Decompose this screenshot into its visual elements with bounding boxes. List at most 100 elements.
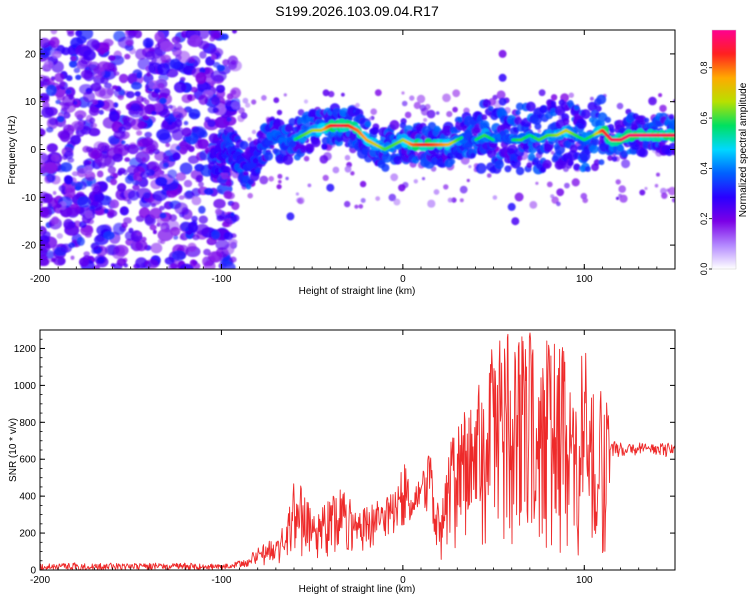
- spectrogram-noise-blob: [150, 242, 163, 254]
- spectrogram-noise-blob: [49, 36, 60, 48]
- spectrogram-noise-blob: [88, 106, 100, 116]
- spectrogram-noise-blob: [213, 198, 226, 209]
- spectrogram-noise-blob: [172, 152, 181, 161]
- spectrogram-noise-blob: [92, 185, 102, 195]
- spectrogram-noise-blob: [173, 81, 187, 93]
- spectrogram-ridge-halo: [372, 126, 379, 134]
- spectrogram-y-tick-label: -20: [22, 241, 37, 252]
- spectrogram-noise-blob: [98, 109, 104, 115]
- spectrogram-ridge-halo: [620, 150, 629, 158]
- spectrogram-noise-blob: [44, 162, 58, 174]
- spectrogram-noise-blob: [188, 34, 202, 47]
- spectrogram-scatter-blob: [401, 100, 408, 107]
- spectrogram-noise-blob: [103, 208, 109, 214]
- spectrogram-noise-blob: [230, 60, 237, 65]
- spectrogram-noise-blob: [40, 128, 46, 137]
- spectrogram-scatter-blob: [231, 101, 240, 110]
- spectrogram-scatter-blob: [427, 199, 436, 208]
- spectrogram-noise-blob: [167, 104, 173, 109]
- spectrogram-noise-blob: [169, 214, 177, 222]
- spectrogram-noise-blob: [47, 203, 53, 208]
- spectrogram-noise-blob: [112, 85, 118, 90]
- spectrogram-scatter-blob: [423, 118, 428, 122]
- spectrogram-noise-blob: [62, 94, 76, 107]
- spectrogram-noise-blob: [164, 257, 175, 265]
- spectrogram-noise-blob: [46, 172, 56, 183]
- spectrogram-ridge-halo: [449, 158, 456, 165]
- spectrogram-noise-blob: [170, 263, 178, 269]
- spectrogram-ridge-halo: [617, 144, 624, 152]
- spectrogram-feature: [498, 97, 507, 106]
- spectrogram-noise-blob: [76, 59, 89, 70]
- spectrogram-noise-blob: [62, 123, 68, 129]
- snr-x-ticks: -200 -100 0 100: [30, 330, 676, 586]
- spectrogram-ridge-halo: [598, 159, 605, 166]
- spectrogram-scatter-blob: [240, 112, 248, 119]
- spectrogram-noise-blob: [40, 37, 51, 49]
- spectrogram-scatter-blob: [433, 189, 440, 195]
- spectrogram-noise-blob: [199, 67, 206, 74]
- spectrogram-y-tick-label: 10: [25, 97, 37, 108]
- spectrogram-scatter-blob: [344, 154, 351, 161]
- snr-x-tick-label: -100: [211, 575, 231, 586]
- spectrogram-scatter-blob: [328, 90, 335, 98]
- spectrogram-noise-blob: [223, 190, 233, 199]
- spectrogram-noise-blob: [56, 115, 65, 123]
- spectrogram-noise-blob: [112, 153, 123, 163]
- spectrogram-scatter-blob: [451, 197, 457, 203]
- spectrogram-noise-blob: [54, 72, 65, 83]
- spectrogram-scatter-blob: [671, 197, 675, 203]
- spectrogram-noise-blob: [189, 259, 197, 267]
- spectrogram-noise-blob: [183, 191, 195, 200]
- spectrogram-noise-blob: [46, 143, 58, 153]
- spectrogram-noise-blob: [134, 91, 141, 97]
- spectrogram-scatter-blob: [666, 188, 670, 192]
- spectrogram-noise-blob: [155, 176, 168, 187]
- spectrogram-ridge-halo: [470, 152, 476, 159]
- spectrogram-ridge-halo: [243, 170, 249, 177]
- spectrogram-noise-blob: [69, 60, 78, 68]
- spectrogram-scatter-blob: [247, 192, 253, 199]
- spectrogram-noise-blob: [181, 94, 193, 104]
- spectrogram-noise-blob: [177, 105, 183, 111]
- spectrogram-scatter-blob: [496, 90, 506, 100]
- spectrogram-noise-blob: [135, 257, 148, 269]
- spectrogram-ridge-halo: [517, 155, 523, 161]
- spectrogram-noise-blob: [74, 110, 87, 119]
- spectrogram-noise-blob: [181, 127, 192, 137]
- spectrogram-scatter-blob: [619, 194, 628, 203]
- snr-y-tick-label: 600: [19, 455, 36, 466]
- spectrogram-noise-blob: [60, 162, 73, 173]
- snr-x-label: Height of straight line (km): [299, 584, 416, 595]
- spectrogram-scatter-blob: [556, 201, 561, 207]
- spectrogram-scatter-blob: [435, 111, 440, 115]
- spectrogram-scatter-blob: [238, 107, 245, 114]
- spectrogram-y-label: Frequency (Hz): [7, 116, 18, 185]
- spectrogram-noise-blob: [203, 248, 211, 256]
- spectrogram-noise-blob: [198, 215, 208, 224]
- spectrogram-noise-blob: [90, 149, 100, 159]
- spectrogram-noise-blob: [132, 184, 140, 191]
- spectrogram-scatter-blob: [421, 177, 426, 181]
- spectrogram-noise-blob: [207, 251, 222, 263]
- spectrogram-noise-blob: [195, 224, 210, 235]
- spectrogram-ridge-halo: [591, 137, 600, 146]
- colorbar-frame: [711, 29, 737, 270]
- spectrogram-noise-blob: [226, 116, 232, 122]
- spectrogram-ridge-halo: [514, 116, 523, 125]
- spectrogram-noise-blob: [90, 82, 102, 92]
- spectrogram-scatter-blob: [355, 102, 360, 108]
- spectrogram-ridge-halo: [245, 183, 252, 190]
- spectrogram-y-ticks: -20 -10 0 10 20: [22, 29, 675, 270]
- spectrogram-ridge-halo: [567, 160, 574, 166]
- spectrogram-noise-blob: [98, 88, 114, 99]
- spectrogram-noise-blob: [83, 159, 90, 166]
- spectrogram-noise-blob: [40, 241, 51, 254]
- spectrogram-ridge-halo: [573, 163, 581, 171]
- spectrogram-scatter-blob: [413, 101, 421, 110]
- spectrogram-noise-blob: [145, 140, 159, 152]
- spectrogram-noise-blob: [142, 37, 154, 49]
- spectrogram-ridge-halo: [393, 155, 403, 165]
- spectrogram-noise-blob: [85, 146, 94, 152]
- spectrogram-scatter-blob: [447, 197, 453, 203]
